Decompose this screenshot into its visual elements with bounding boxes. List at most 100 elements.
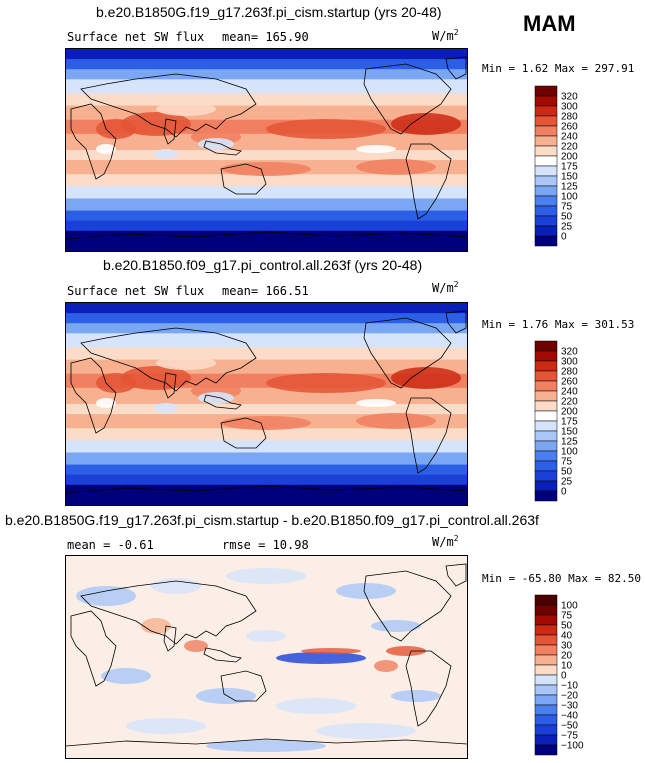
colorbar-tick-label: 50	[561, 621, 573, 632]
field-band	[66, 303, 467, 314]
field-feature	[184, 640, 208, 652]
colorbar-tick-label: 220	[561, 142, 578, 153]
field-feature	[246, 630, 286, 642]
colorbar-tick-label: 50	[561, 212, 573, 223]
field-feature	[301, 648, 361, 654]
colorbar-box	[534, 634, 558, 646]
field-feature	[374, 660, 398, 672]
field-feature	[126, 718, 206, 734]
panel-1-mean: mean= 165.90	[222, 30, 309, 44]
coastline	[203, 647, 242, 663]
field-feature	[96, 119, 136, 139]
colorbar-tick-label: 220	[561, 397, 578, 408]
colorbar-tick-label: 150	[561, 172, 578, 183]
coastline	[66, 738, 467, 747]
colorbar-box	[534, 175, 558, 187]
colorbar-box	[534, 135, 558, 147]
colorbar-tick-label: 100	[561, 192, 578, 203]
colorbar-tick-label: 200	[561, 407, 578, 418]
colorbar-box	[534, 390, 558, 402]
coastline	[80, 73, 257, 138]
field-band	[66, 347, 467, 361]
colorbar-box	[534, 604, 558, 616]
field-band	[66, 198, 467, 212]
colorbar-tick-label: 0	[561, 232, 567, 243]
colorbar-tick-label: −50	[561, 721, 578, 732]
coastline	[163, 372, 177, 399]
field-feature	[121, 112, 191, 136]
colorbar-box	[534, 235, 558, 247]
field-feature	[391, 367, 461, 389]
field-band	[66, 440, 467, 453]
colorbar-box	[534, 674, 558, 686]
field-feature	[156, 356, 216, 370]
colorbar-tick-label: −100	[561, 741, 584, 752]
colorbar-box	[534, 614, 558, 626]
colorbar-tick-label: 240	[561, 132, 578, 143]
field-band	[66, 59, 467, 70]
field-feature	[76, 586, 136, 606]
field-feature	[151, 578, 201, 594]
field-band	[66, 93, 467, 107]
field-band	[66, 220, 467, 232]
colorbar-tick-label: 240	[561, 387, 578, 398]
colorbar-tick-label: −30	[561, 701, 578, 712]
field-feature	[96, 398, 116, 408]
panel-1-map-field	[66, 49, 467, 251]
colorbar-box	[534, 734, 558, 746]
coastline	[363, 63, 452, 135]
colorbar-tick-label: −40	[561, 711, 578, 722]
field-feature	[356, 145, 396, 153]
colorbar-box	[534, 225, 558, 237]
colorbar-box	[534, 724, 558, 736]
coastline	[163, 625, 177, 652]
colorbar-tick-label: 0	[561, 487, 567, 498]
colorbar-box	[534, 85, 558, 97]
colorbar-box	[534, 654, 558, 666]
field-band	[66, 79, 467, 94]
coastline	[445, 310, 467, 334]
colorbar-box	[534, 624, 558, 636]
panel-1-variable: Surface net SW flux	[67, 30, 205, 44]
colorbar-tick-label: 175	[561, 417, 578, 428]
panel-1-minmax: Min = 1.62 Max = 297.91	[482, 62, 635, 75]
colorbar-box	[534, 340, 558, 352]
colorbar-box	[534, 450, 558, 462]
colorbar-tick-label: 320	[561, 92, 578, 103]
panel-3-minmax: Min = -65.80 Max = 82.50	[482, 572, 641, 585]
colorbar-box	[534, 95, 558, 107]
coastline	[66, 485, 467, 494]
field-feature	[386, 646, 426, 656]
field-feature	[206, 740, 326, 752]
coastline	[163, 118, 177, 145]
coastline	[445, 563, 467, 587]
colorbar-tick-label: 25	[561, 222, 573, 233]
colorbar-box	[534, 704, 558, 716]
field-feature	[96, 144, 116, 154]
panel-3-map-field	[66, 556, 467, 758]
panel-2-variable: Surface net SW flux	[67, 284, 205, 298]
panel-2-map	[65, 302, 468, 506]
colorbar-tick-label: 280	[561, 112, 578, 123]
colorbar-box	[534, 470, 558, 482]
colorbar-box	[534, 684, 558, 696]
field-band	[66, 464, 467, 476]
colorbar-box	[534, 125, 558, 137]
field-band	[66, 323, 467, 334]
colorbar-box	[534, 420, 558, 432]
panel-2-units: W/m2	[432, 280, 459, 295]
field-feature	[266, 119, 386, 139]
coastline	[220, 670, 267, 702]
field-band	[66, 313, 467, 324]
field-feature	[356, 413, 436, 429]
coastline	[363, 570, 452, 642]
colorbar-box	[534, 205, 558, 217]
field-band	[66, 404, 467, 415]
colorbar-box	[534, 215, 558, 227]
colorbar-tick-label: 75	[561, 611, 573, 622]
colorbar-tick-label: 20	[561, 651, 573, 662]
coastline	[363, 317, 452, 389]
panel-3-rmse: rmse = 10.98	[222, 538, 309, 552]
